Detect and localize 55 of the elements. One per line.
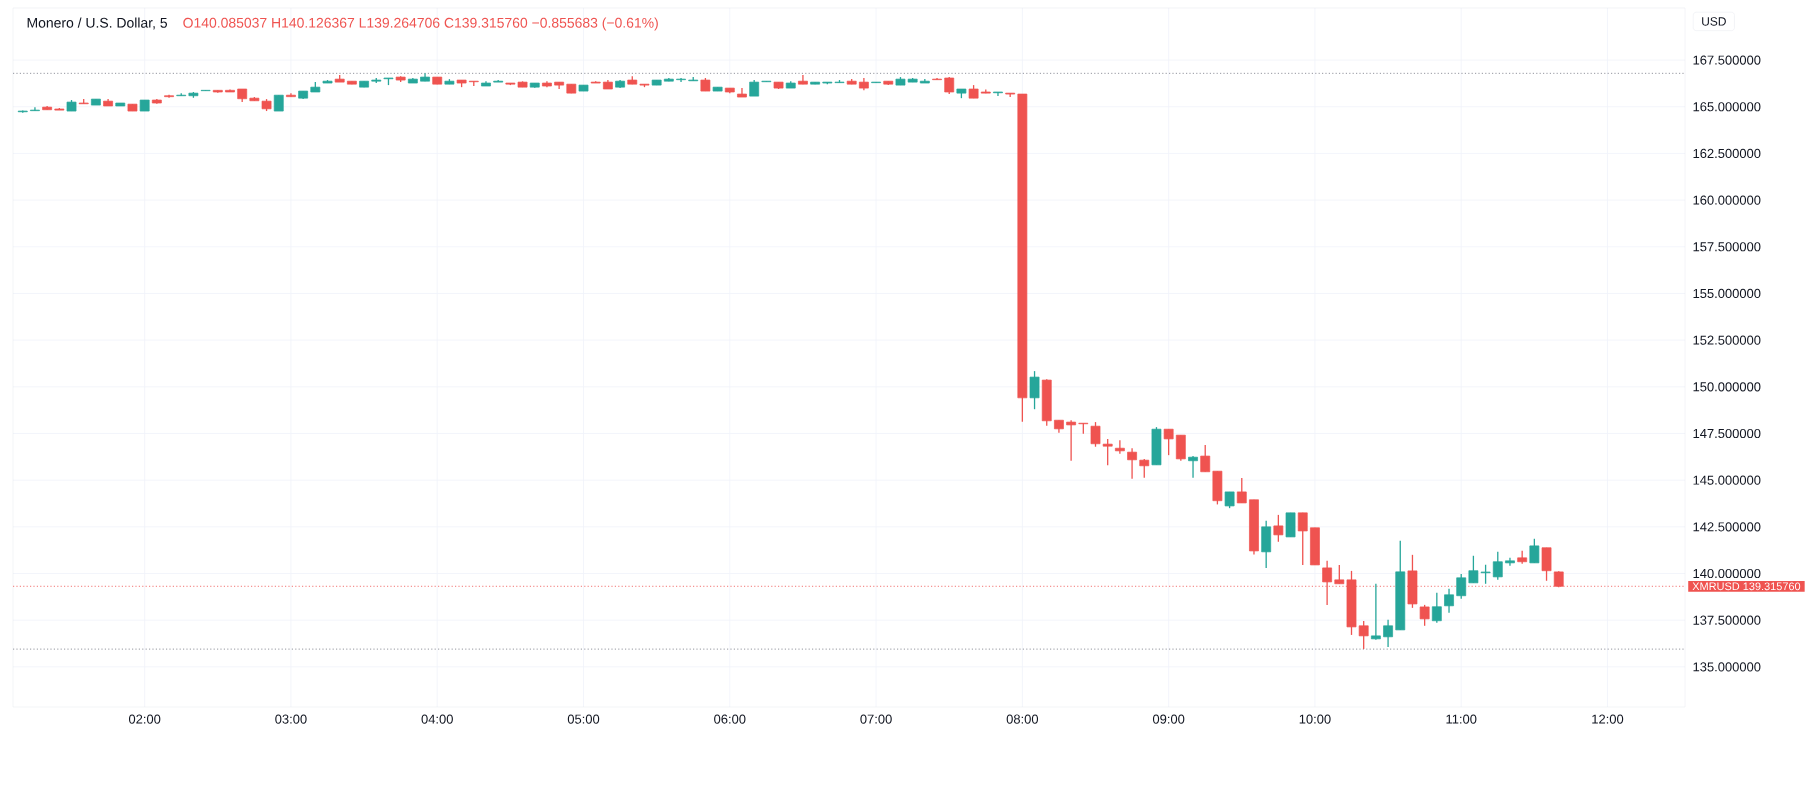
candlestick <box>1297 512 1308 566</box>
candlestick <box>993 91 1003 97</box>
y-tick-label: 165.000000 <box>1693 102 1761 112</box>
y-tick-label: 145.000000 <box>1693 475 1761 485</box>
x-tick-label: 02:00 <box>128 714 161 724</box>
candlestick <box>1029 370 1040 410</box>
candlestick <box>1102 438 1113 466</box>
candlestick <box>798 74 808 85</box>
candlestick <box>1456 573 1467 600</box>
y-tick-label: 152.500000 <box>1693 335 1761 345</box>
candlestick <box>1529 538 1540 564</box>
x-tick-label: 05:00 <box>567 714 600 724</box>
candlestick <box>1273 514 1284 543</box>
candlestick <box>1090 421 1101 448</box>
candlestick <box>1115 439 1125 455</box>
ref-line-label: XMRUSD 139.315760 <box>1692 582 1801 591</box>
candlestick <box>1383 619 1393 648</box>
candlestick <box>1419 604 1430 627</box>
candlestick <box>1334 564 1345 585</box>
y-tick-label: 140.000000 <box>1693 568 1761 579</box>
candlestick <box>1236 477 1247 504</box>
y-tick-label: 167.500000 <box>1693 55 1761 65</box>
y-tick-label: 155.000000 <box>1693 288 1761 299</box>
candlestick <box>1371 583 1381 641</box>
candlestick <box>1541 547 1552 582</box>
x-tick-label: 12:00 <box>1592 714 1624 724</box>
y-tick-label: 137.500000 <box>1693 615 1761 625</box>
x-tick-label: 10:00 <box>1299 714 1331 724</box>
text: Monero / U.S. Dollar, 5 <box>27 17 167 30</box>
candlestick <box>1200 444 1211 473</box>
y-tick-label: 147.500000 <box>1693 428 1761 439</box>
x-tick-label: 06:00 <box>714 714 746 724</box>
candlestick <box>1175 434 1186 462</box>
candlestick <box>1188 455 1198 479</box>
candlestick <box>1163 428 1174 456</box>
text: O140.085037 H140.126367 L139.264706 C139.315760 −0.855683 (−0.61%) <box>183 17 658 31</box>
candlestick <box>1127 447 1137 480</box>
y-tick-label: 160.000000 <box>1693 195 1761 205</box>
y-tick-label: 150.000000 <box>1693 382 1761 392</box>
x-tick-label: 04:00 <box>421 714 453 724</box>
y-tick-label: 162.500000 <box>1693 148 1761 159</box>
candlestick <box>1431 592 1442 624</box>
y-tick-label: 135.000000 <box>1693 662 1761 672</box>
x-tick-label: 09:00 <box>1152 714 1185 724</box>
x-tick-label: 11:00 <box>1446 714 1477 724</box>
candlestick <box>1492 551 1503 581</box>
x-tick-label: 07:00 <box>860 714 892 724</box>
x-tick-label: 08:00 <box>1006 714 1039 724</box>
y-tick-label: 142.500000 <box>1693 522 1761 532</box>
candlestick <box>1066 419 1076 462</box>
candlestick <box>1139 458 1150 479</box>
x-tick-label: 03:00 <box>275 714 307 724</box>
candlestick <box>1444 588 1454 614</box>
y-tick-label: 157.500000 <box>1693 242 1761 252</box>
text: USD <box>1702 17 1726 26</box>
